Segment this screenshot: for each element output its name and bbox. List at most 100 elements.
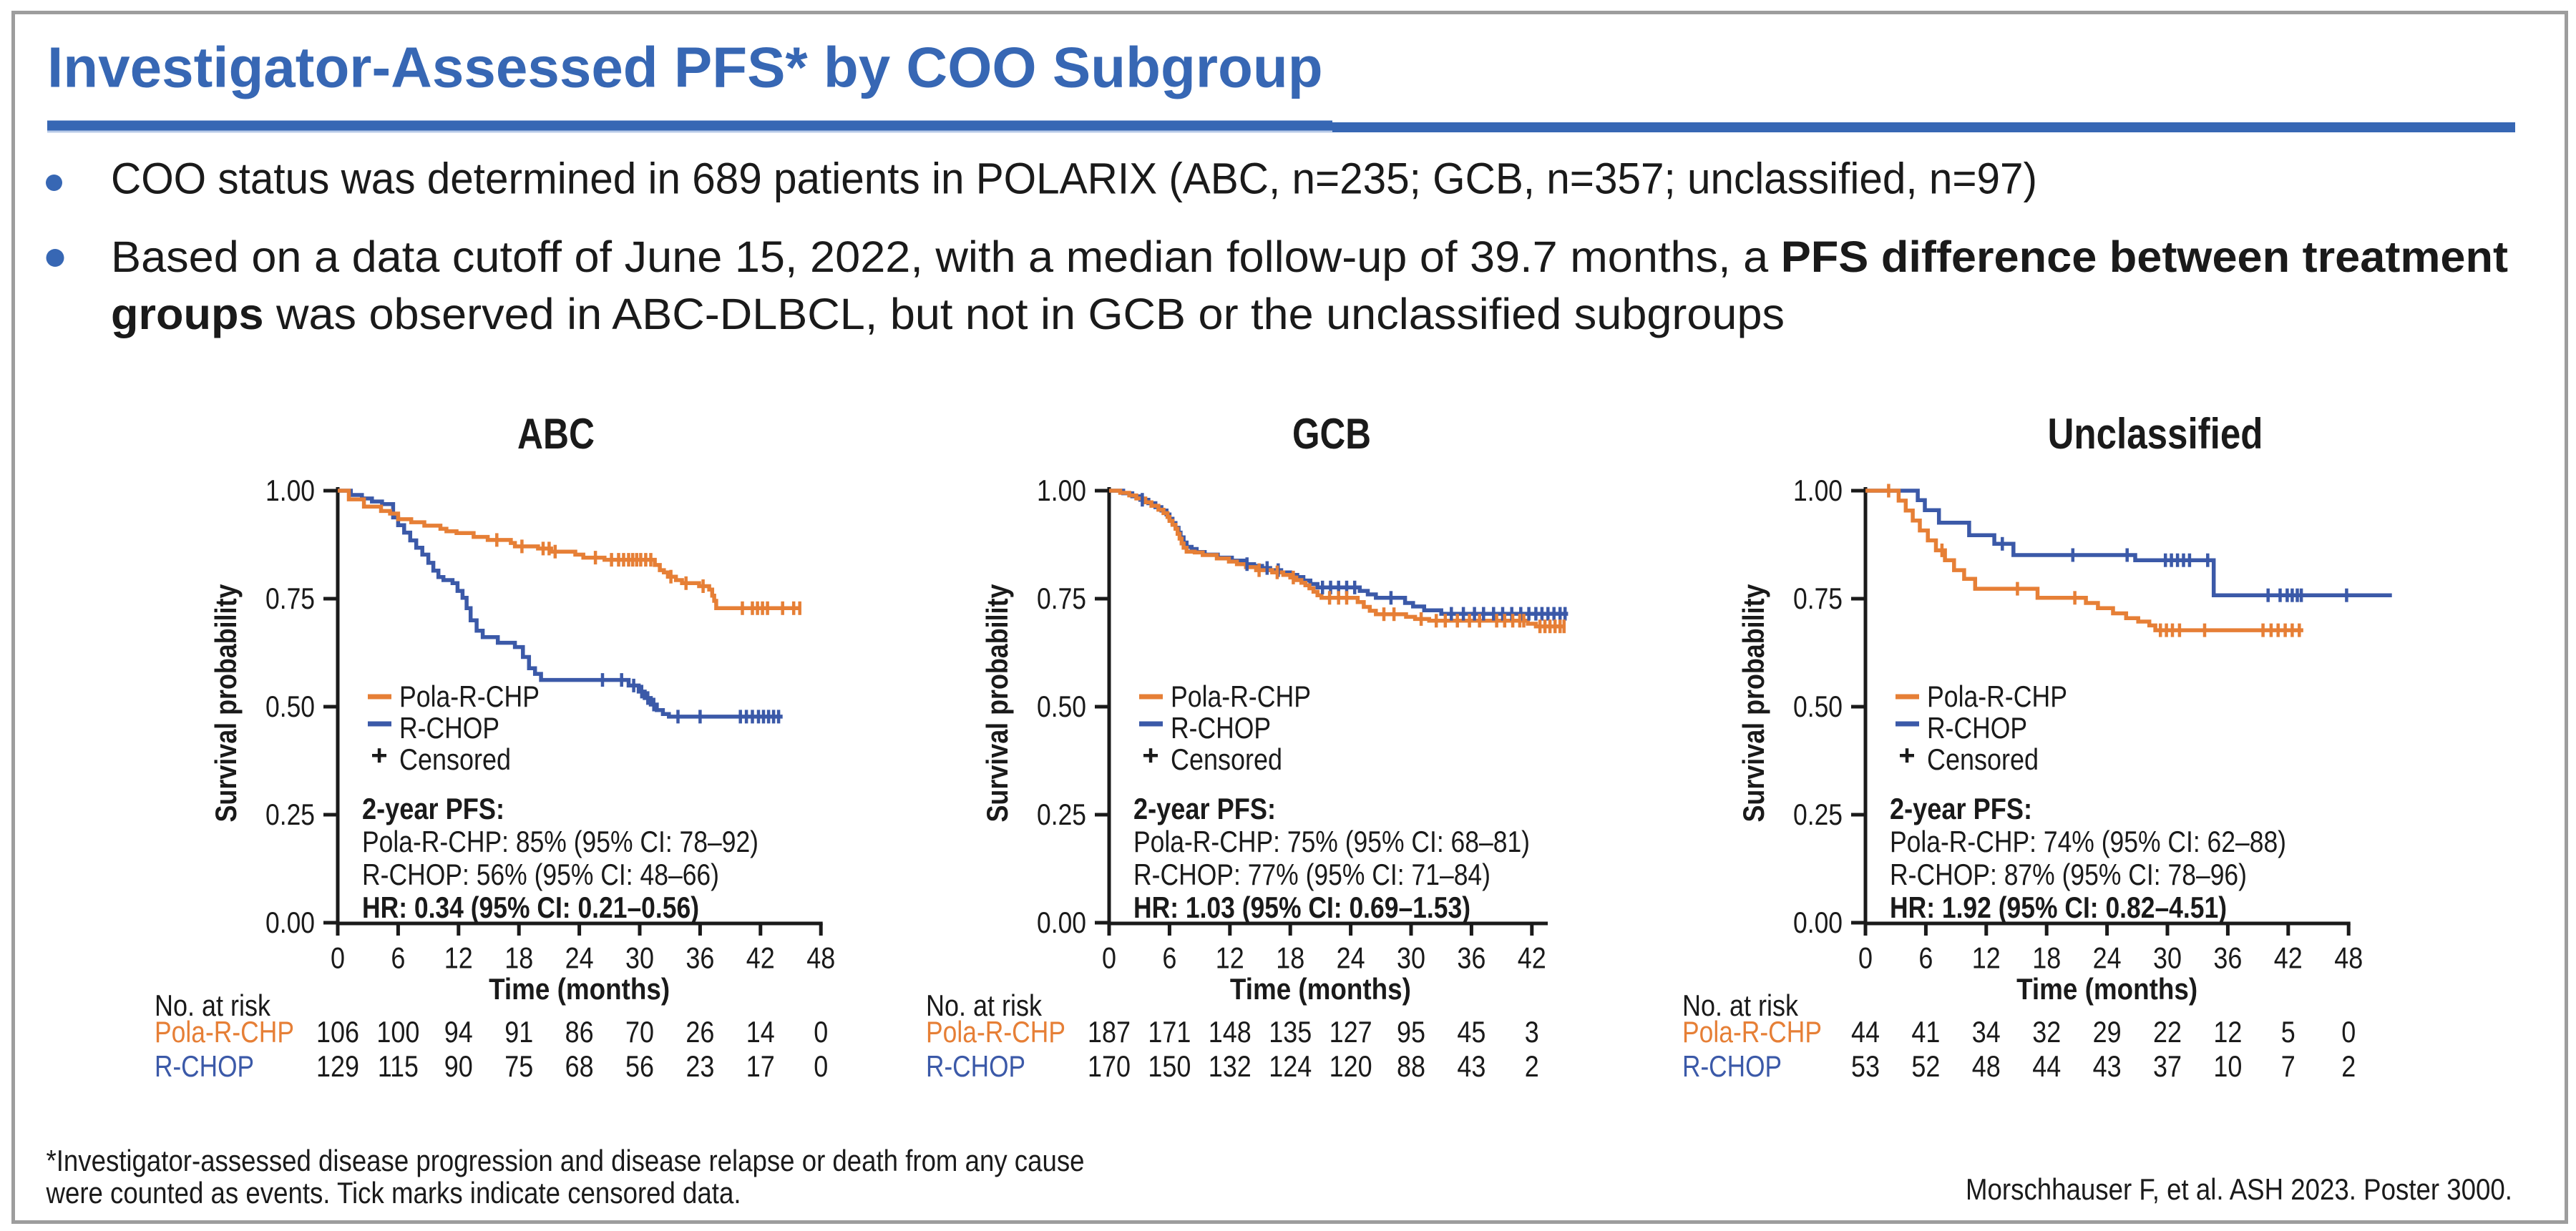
svg-text:2: 2 [1525,1049,1539,1083]
svg-text:43: 43 [2093,1049,2122,1083]
svg-text:37: 37 [2153,1049,2182,1083]
svg-text:32: 32 [2032,1015,2061,1049]
svg-text:53: 53 [1851,1049,1880,1083]
svg-text:170: 170 [1088,1049,1131,1083]
svg-text:45: 45 [1457,1015,1485,1049]
svg-text:115: 115 [378,1049,419,1083]
svg-text:14: 14 [746,1015,775,1049]
svg-text:2-year PFS:: 2-year PFS: [1890,792,2032,825]
svg-text:90: 90 [444,1049,473,1083]
svg-text:135: 135 [1269,1015,1312,1049]
svg-text:Pola-R-CHP: Pola-R-CHP [155,1015,294,1049]
svg-text:HR: 0.34 (95% CI: 0.21–0.56): HR: 0.34 (95% CI: 0.21–0.56) [362,891,699,924]
svg-text:52: 52 [1911,1049,1940,1083]
svg-text:Censored: Censored [1927,742,2039,776]
svg-text:0.00: 0.00 [1037,906,1086,939]
svg-text:150: 150 [1148,1049,1191,1083]
svg-text:No. at risk: No. at risk [926,989,1043,1022]
svg-text:127: 127 [1330,1015,1372,1049]
svg-text:86: 86 [565,1015,594,1049]
svg-text:HR: 1.92 (95% CI: 0.82–4.51): HR: 1.92 (95% CI: 0.82–4.51) [1890,891,2227,924]
svg-text:6: 6 [1918,941,1933,975]
svg-text:R-CHOP: R-CHOP [1171,711,1271,745]
svg-text:Pola-R-CHP: Pola-R-CHP [1682,1015,1822,1049]
svg-text:3: 3 [1525,1015,1539,1049]
svg-text:6: 6 [1162,941,1176,975]
svg-text:24: 24 [1337,941,1365,975]
svg-text:GCB: GCB [1292,410,1371,458]
svg-text:132: 132 [1209,1049,1252,1083]
svg-text:148: 148 [1209,1015,1252,1049]
svg-text:Pola-R-CHP: Pola-R-CHP [399,680,540,713]
svg-text:29: 29 [2093,1015,2122,1049]
svg-text:2-year PFS:: 2-year PFS: [362,792,504,825]
svg-text:91: 91 [504,1015,533,1049]
svg-text:12: 12 [1972,941,2001,975]
svg-text:56: 56 [625,1049,654,1083]
svg-text:75: 75 [504,1049,533,1083]
svg-text:44: 44 [1851,1015,1880,1049]
svg-text:1.00: 1.00 [265,474,315,507]
svg-text:36: 36 [1457,941,1485,975]
svg-text:34: 34 [1972,1015,2001,1049]
svg-text:Censored: Censored [1171,742,1282,776]
svg-text:0: 0 [331,941,345,975]
svg-text:0: 0 [814,1049,828,1083]
svg-text:Time (months): Time (months) [489,972,670,1006]
svg-text:Censored: Censored [399,742,511,776]
svg-text:22: 22 [2153,1015,2182,1049]
svg-text:0.25: 0.25 [1793,798,1843,831]
svg-text:Based on a data cutoff of June: Based on a data cutoff of June 15, 2022,… [111,232,2508,281]
svg-text:94: 94 [444,1015,473,1049]
svg-text:18: 18 [504,941,533,975]
svg-text:18: 18 [1276,941,1304,975]
svg-text:0.75: 0.75 [1793,582,1843,615]
svg-text:Pola-R-CHP: Pola-R-CHP [1171,680,1311,713]
svg-text:2: 2 [2341,1049,2356,1083]
svg-text:44: 44 [2032,1049,2061,1083]
svg-text:R-CHOP: R-CHOP [399,711,499,745]
svg-text:17: 17 [746,1049,775,1083]
svg-text:10: 10 [2213,1049,2242,1083]
svg-text:Pola-R-CHP: Pola-R-CHP [926,1015,1065,1049]
svg-text:48: 48 [1972,1049,2001,1083]
svg-text:Investigator-Assessed PFS* by: Investigator-Assessed PFS* by COO Subgro… [47,36,1323,99]
svg-text:0.50: 0.50 [265,690,315,723]
svg-text:were counted as events. Tick m: were counted as events. Tick marks indic… [46,1176,741,1210]
svg-text:26: 26 [686,1015,714,1049]
svg-text:R-CHOP: 56% (95% CI: 48–66): R-CHOP: 56% (95% CI: 48–66) [362,858,719,891]
svg-text:Time (months): Time (months) [2016,972,2197,1006]
svg-text:100: 100 [376,1015,419,1049]
svg-text:0: 0 [2341,1015,2356,1049]
svg-text:42: 42 [1518,941,1546,975]
svg-text:2-year PFS:: 2-year PFS: [1133,792,1276,825]
svg-text:30: 30 [625,941,654,975]
svg-text:120: 120 [1330,1049,1372,1083]
svg-text:68: 68 [565,1049,594,1083]
svg-text:R-CHOP: R-CHOP [926,1049,1025,1083]
svg-text:0: 0 [1102,941,1116,975]
svg-text:0.25: 0.25 [265,798,315,831]
svg-text:1.00: 1.00 [1793,474,1843,507]
svg-text:24: 24 [2093,941,2122,975]
svg-text:Unclassified: Unclassified [2048,410,2263,458]
svg-text:36: 36 [686,941,714,975]
svg-text:HR: 1.03 (95% CI: 0.69–1.53): HR: 1.03 (95% CI: 0.69–1.53) [1133,891,1470,924]
svg-text:18: 18 [2032,941,2061,975]
svg-text:42: 42 [746,941,775,975]
svg-text:Morschhauser F, et al. ASH 202: Morschhauser F, et al. ASH 2023. Poster … [1966,1172,2512,1206]
svg-text:R-CHOP: R-CHOP [1682,1049,1782,1083]
svg-text:124: 124 [1269,1049,1312,1083]
svg-text:24: 24 [565,941,594,975]
svg-text:48: 48 [806,941,835,975]
svg-text:12: 12 [2213,1015,2242,1049]
svg-text:0.75: 0.75 [1037,582,1086,615]
svg-text:43: 43 [1457,1049,1485,1083]
svg-text:Survival probability: Survival probability [1737,584,1770,823]
svg-text:ABC: ABC [517,410,595,458]
svg-text:0.50: 0.50 [1037,690,1086,723]
svg-text:0.75: 0.75 [265,582,315,615]
svg-text:R-CHOP: 87% (95% CI: 78–96): R-CHOP: 87% (95% CI: 78–96) [1890,858,2247,891]
svg-text:Survival probability: Survival probability [980,584,1014,823]
svg-text:70: 70 [625,1015,654,1049]
